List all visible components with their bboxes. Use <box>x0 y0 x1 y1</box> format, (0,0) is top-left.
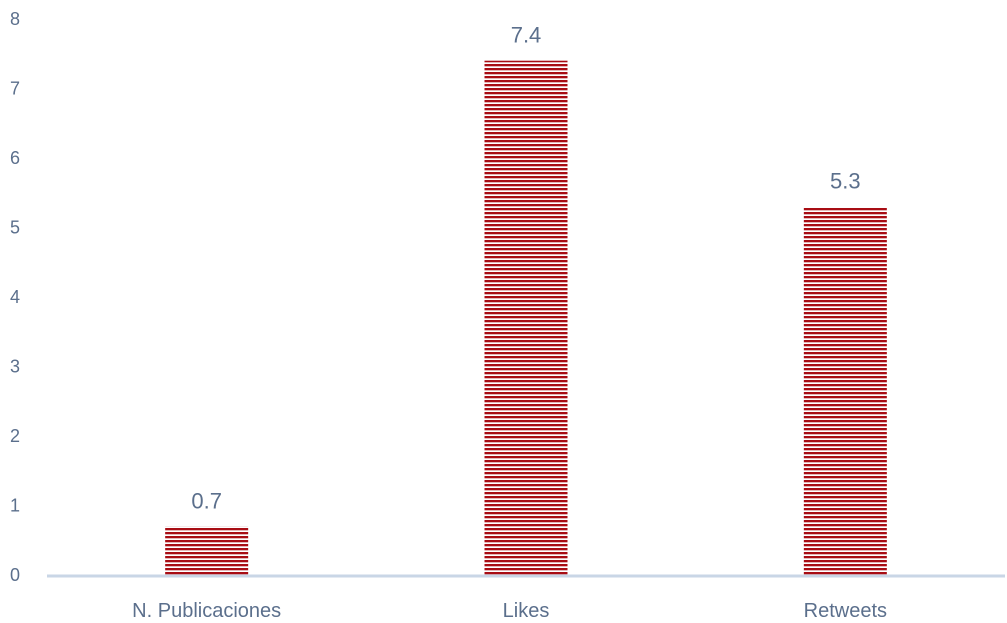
data-label: 5.3 <box>830 169 861 194</box>
data-label: 0.7 <box>191 488 222 513</box>
y-tick-label: 7 <box>10 79 20 99</box>
category-label: Likes <box>503 600 550 622</box>
y-tick-label: 4 <box>10 287 20 307</box>
y-axis-tick-labels: 0 1 2 3 4 5 6 7 8 <box>10 9 20 585</box>
data-label: 7.4 <box>511 23 542 48</box>
bar-n-publicaciones <box>165 526 249 575</box>
bars <box>165 60 887 575</box>
y-tick-label: 6 <box>10 148 20 168</box>
y-tick-label: 8 <box>10 9 20 29</box>
bar-retweets <box>803 206 887 575</box>
category-label: Retweets <box>804 600 887 622</box>
data-labels: 0.7 7.4 5.3 <box>191 23 860 514</box>
y-tick-label: 1 <box>10 496 20 516</box>
x-axis-category-labels: N. Publicaciones Likes Retweets <box>132 600 887 622</box>
y-tick-label: 5 <box>10 218 20 238</box>
y-tick-label: 0 <box>10 565 20 585</box>
bar-likes <box>484 60 568 575</box>
category-label: N. Publicaciones <box>132 600 281 622</box>
y-tick-label: 2 <box>10 426 20 446</box>
y-tick-label: 3 <box>10 357 20 377</box>
